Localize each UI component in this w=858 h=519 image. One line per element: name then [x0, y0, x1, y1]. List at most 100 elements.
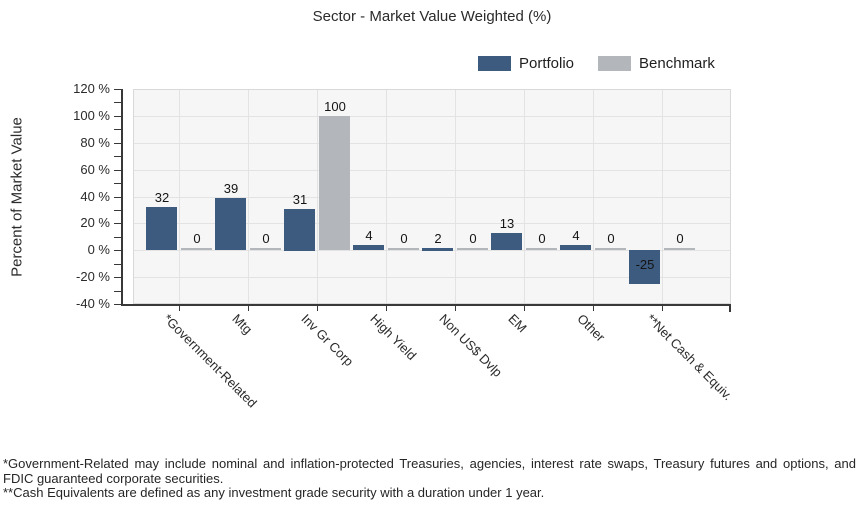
legend-swatch-benchmark-icon: [598, 56, 632, 71]
x-axis-label: **Net Cash & Equiv.: [643, 311, 736, 404]
bar-value-label: 0: [400, 231, 408, 246]
x-axis-tick: [593, 306, 594, 311]
y-axis-tick-label: 0 %: [87, 242, 110, 257]
bar-value-label: 0: [262, 231, 270, 246]
y-axis-line: [121, 89, 123, 306]
y-axis-tick: [114, 264, 121, 265]
x-axis-tick: [524, 306, 525, 311]
bar-portfolio: [560, 245, 591, 250]
chart-title: Sector - Market Value Weighted (%): [312, 8, 552, 25]
x-axis-line: [121, 304, 731, 306]
x-axis-tick: [317, 306, 318, 311]
bar-value-label: 0: [193, 231, 201, 246]
v-gridline: [248, 90, 249, 303]
bar-benchmark: [319, 116, 350, 250]
bar-benchmark: [457, 248, 488, 250]
x-axis-tick: [386, 306, 387, 311]
y-axis-tick: [114, 277, 121, 278]
bar-value-label: 32: [154, 190, 170, 205]
bar-benchmark: [526, 248, 557, 250]
y-axis-tick: [114, 116, 121, 117]
h-gridline: [134, 116, 730, 117]
x-axis-end-tick: [729, 306, 731, 312]
x-axis-tick: [455, 306, 456, 311]
bar-value-label: 0: [469, 231, 477, 246]
bar-benchmark: [595, 248, 626, 250]
y-axis-tick-label: 120 %: [73, 81, 110, 96]
bar-value-label: 2: [434, 231, 442, 246]
y-axis-tick: [114, 183, 121, 184]
bar-benchmark: [181, 248, 212, 250]
v-gridline: [317, 90, 318, 303]
h-gridline: [134, 277, 730, 278]
y-axis-tick: [114, 250, 121, 251]
y-axis-tick: [114, 102, 121, 103]
bar-portfolio: [422, 248, 453, 251]
y-axis-tick: [114, 89, 121, 90]
bar-benchmark: [250, 248, 281, 250]
y-axis-tick-label: -40 %: [76, 296, 110, 311]
y-axis-tick-label: -20 %: [76, 269, 110, 284]
v-gridline: [593, 90, 594, 303]
bar-value-label: 4: [572, 228, 580, 243]
bar-portfolio: [353, 245, 384, 250]
h-gridline: [134, 143, 730, 144]
legend: Portfolio Benchmark: [478, 55, 715, 72]
bar-value-label: 39: [223, 181, 239, 196]
v-gridline: [455, 90, 456, 303]
y-axis-tick: [114, 210, 121, 211]
legend-label-benchmark: Benchmark: [639, 55, 715, 72]
bar-portfolio: [491, 233, 522, 250]
bar-value-label: 0: [538, 231, 546, 246]
x-axis-label: Inv Gr Corp: [298, 311, 357, 370]
bar-value-label: 0: [676, 231, 684, 246]
x-axis-label: Non US$ Dvlp: [436, 311, 506, 380]
y-axis-tick: [114, 143, 121, 144]
y-axis-tick-label: 40 %: [80, 189, 110, 204]
x-axis-tick: [248, 306, 249, 311]
footnote-cash-equivalents: **Cash Equivalents are defined as any in…: [3, 485, 545, 500]
x-axis-label: High Yield: [367, 311, 420, 364]
v-gridline: [386, 90, 387, 303]
y-axis-tick: [114, 156, 121, 157]
y-axis-tick: [114, 291, 121, 292]
bar-value-label: 100: [324, 99, 346, 114]
x-axis-tick: [179, 306, 180, 311]
footnotes: *Government-Related may include nominal …: [3, 456, 856, 501]
y-axis-tick: [114, 304, 121, 305]
bar-value-label: 0: [607, 231, 615, 246]
bar-portfolio: [146, 207, 177, 250]
legend-item-portfolio: Portfolio: [478, 55, 574, 72]
y-axis-tick: [114, 197, 121, 198]
bar-value-label: -25: [635, 257, 655, 272]
legend-label-portfolio: Portfolio: [519, 55, 575, 72]
bar-value-label: 31: [292, 192, 308, 207]
h-gridline: [134, 223, 730, 224]
y-axis-tick-label: 80 %: [80, 135, 110, 150]
bar-value-label: 4: [365, 228, 373, 243]
h-gridline: [134, 170, 730, 171]
y-axis-tick-label: 60 %: [80, 162, 110, 177]
y-axis-tick-label: 20 %: [80, 215, 110, 230]
bar-benchmark: [664, 248, 695, 250]
footnote-government-related: *Government-Related may include nominal …: [3, 456, 856, 486]
y-axis-tick-label: 100 %: [73, 108, 110, 123]
bar-portfolio: [215, 198, 246, 250]
x-axis-label: Mtg: [229, 311, 256, 337]
x-axis-label: EM: [505, 311, 530, 336]
h-gridline: [134, 197, 730, 198]
x-axis-tick: [662, 306, 663, 311]
bar-value-label: 13: [499, 216, 515, 231]
legend-swatch-portfolio-icon: [478, 56, 511, 71]
v-gridline: [662, 90, 663, 303]
x-axis-label: Other: [574, 311, 608, 345]
bar-benchmark: [388, 248, 419, 250]
bar-portfolio: [284, 209, 315, 251]
bar-portfolio: [629, 250, 660, 284]
y-axis-tick: [114, 237, 121, 238]
y-axis-tick: [114, 170, 121, 171]
legend-item-benchmark: Benchmark: [598, 55, 715, 72]
y-axis-tick: [114, 223, 121, 224]
